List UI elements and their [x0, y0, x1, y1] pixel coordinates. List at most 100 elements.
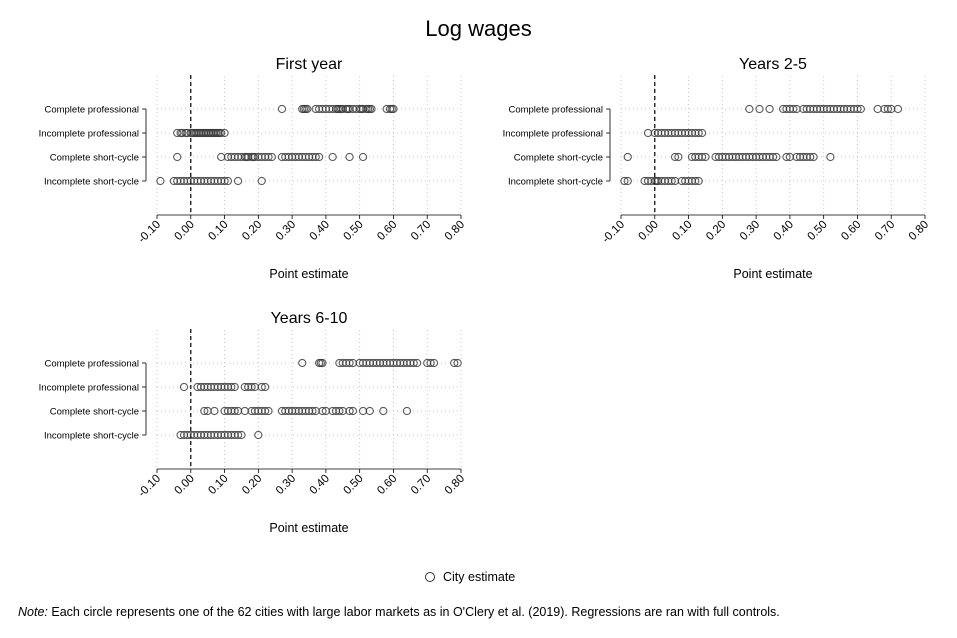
point-complete-short-cycle [318, 406, 327, 416]
point-complete-professional [853, 104, 862, 114]
category-label-incomplete-professional: Incomplete professional [39, 129, 139, 140]
footnote-text: Each circle represents one of the 62 cit… [51, 605, 780, 619]
point-incomplete-professional [247, 382, 256, 392]
point-complete-professional [745, 104, 754, 114]
point-incomplete-professional [230, 382, 239, 392]
category-label-complete-short-cycle: Complete short-cycle [50, 407, 139, 418]
point-complete-short-cycle [697, 152, 707, 162]
point-complete-professional [277, 104, 287, 114]
point-incomplete-professional [178, 128, 187, 138]
point-complete-professional [755, 104, 764, 114]
point-incomplete-professional [179, 382, 189, 392]
legend-circle-marker [425, 572, 435, 582]
panel-title: Years 2-5 [739, 56, 807, 73]
x-tick-label: -0.10 [600, 219, 627, 246]
point-complete-short-cycle [806, 152, 815, 162]
x-tick-label: 0.20 [240, 473, 264, 497]
x-axis-title: Point estimate [269, 267, 348, 281]
point-complete-short-cycle [358, 152, 368, 162]
category-label-incomplete-short-cycle: Incomplete short-cycle [44, 177, 139, 188]
point-complete-professional [318, 358, 327, 368]
point-complete-short-cycle [267, 152, 276, 162]
panel-years-2-5: Years 2-5 Complete professional Incomplete… [503, 56, 931, 281]
category-label-incomplete-short-cycle: Incomplete short-cycle [508, 177, 603, 188]
point-incomplete-professional [260, 382, 270, 392]
point-complete-short-cycle [348, 406, 358, 416]
point-complete-short-cycle [670, 152, 680, 162]
point-complete-short-cycle [826, 152, 835, 162]
x-tick-label: 0.30 [274, 219, 298, 243]
point-complete-short-cycle [345, 152, 354, 162]
x-tick-label: 0.10 [670, 219, 694, 243]
x-tick-label: 0.50 [341, 219, 365, 243]
point-complete-professional [893, 104, 903, 114]
point-complete-professional [426, 358, 435, 368]
point-incomplete-short-cycle [623, 176, 632, 186]
x-tick-label: -0.10 [136, 473, 163, 500]
panel-title: Years 6-10 [271, 310, 348, 327]
point-incomplete-short-cycle [691, 176, 700, 186]
point-complete-professional [316, 358, 325, 368]
point-complete-short-cycle [328, 152, 337, 162]
panel-years-6-10: Years 6-10 Complete professional Incomplet… [39, 310, 467, 535]
category-label-incomplete-professional: Incomplete professional [503, 129, 603, 140]
point-incomplete-professional [220, 128, 229, 138]
point-complete-professional [883, 104, 892, 114]
point-complete-short-cycle [230, 406, 239, 416]
category-label-complete-short-cycle: Complete short-cycle [514, 153, 603, 164]
point-incomplete-short-cycle [694, 176, 703, 186]
x-tick-label: 0.40 [308, 219, 332, 243]
point-complete-short-cycle [772, 152, 781, 162]
point-complete-professional [345, 358, 354, 368]
point-complete-professional [429, 358, 439, 368]
point-complete-short-cycle [210, 406, 219, 416]
point-complete-short-cycle [701, 152, 710, 162]
point-complete-professional [789, 104, 798, 114]
point-complete-short-cycle [173, 152, 182, 162]
point-complete-professional [412, 358, 422, 368]
point-complete-short-cycle [674, 152, 683, 162]
category-label-incomplete-short-cycle: Incomplete short-cycle [44, 431, 139, 442]
x-tick-label: 0.10 [206, 219, 230, 243]
point-complete-professional [856, 104, 865, 114]
x-tick-label: 0.70 [409, 219, 433, 243]
legend: City estimate [425, 570, 515, 584]
point-complete-professional [453, 358, 462, 368]
point-complete-short-cycle [623, 152, 632, 162]
footnote: Note: Each circle represents one of the … [18, 605, 780, 619]
point-complete-short-cycle [768, 152, 778, 162]
x-tick-label: 0.30 [738, 219, 762, 243]
figure-title: Log wages [425, 16, 532, 41]
x-axis-title: Point estimate [269, 521, 348, 535]
x-tick-label: 0.70 [873, 219, 897, 243]
point-incomplete-short-cycle [620, 176, 629, 186]
point-incomplete-short-cycle [233, 176, 243, 186]
point-incomplete-professional [694, 128, 703, 138]
x-tick-label: 0.20 [240, 219, 264, 243]
point-incomplete-short-cycle [220, 176, 229, 186]
category-label-complete-professional: Complete professional [44, 105, 139, 116]
point-complete-short-cycle [379, 406, 388, 416]
point-complete-short-cycle [260, 406, 270, 416]
x-tick-label: 0.40 [772, 219, 796, 243]
x-tick-label: 0.50 [805, 219, 829, 243]
x-tick-label: 0.80 [907, 219, 931, 243]
x-tick-label: -0.10 [136, 219, 163, 246]
point-complete-short-cycle [264, 152, 273, 162]
point-complete-short-cycle [311, 152, 320, 162]
point-complete-professional [389, 104, 398, 114]
x-tick-label: 0.60 [839, 219, 863, 243]
point-incomplete-professional [257, 382, 266, 392]
point-complete-short-cycle [200, 406, 209, 416]
point-incomplete-short-cycle [237, 430, 246, 440]
x-tick-label: 0.00 [173, 473, 197, 497]
point-incomplete-short-cycle [223, 176, 233, 186]
point-incomplete-short-cycle [257, 176, 266, 186]
point-complete-short-cycle [365, 406, 374, 416]
point-complete-short-cycle [809, 152, 818, 162]
panel-title: First year [276, 56, 343, 73]
point-complete-short-cycle [314, 152, 324, 162]
point-incomplete-professional [227, 382, 236, 392]
footnote-label: Note: [18, 605, 48, 619]
point-complete-short-cycle [264, 406, 273, 416]
